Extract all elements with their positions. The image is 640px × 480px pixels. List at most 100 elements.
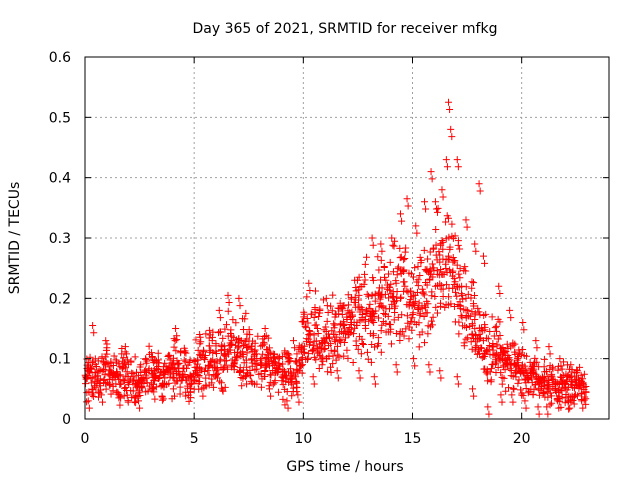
data-point bbox=[390, 242, 398, 250]
data-point bbox=[366, 300, 374, 308]
data-point bbox=[454, 380, 462, 388]
data-point bbox=[369, 317, 377, 325]
data-point bbox=[149, 384, 157, 392]
data-point bbox=[458, 313, 466, 321]
data-point bbox=[556, 355, 564, 363]
data-point bbox=[530, 368, 538, 376]
data-point bbox=[423, 281, 431, 289]
data-point bbox=[554, 366, 562, 374]
data-point bbox=[229, 316, 237, 324]
data-point bbox=[393, 368, 401, 376]
data-points bbox=[81, 98, 590, 418]
data-point bbox=[502, 387, 510, 395]
data-point bbox=[536, 391, 544, 399]
data-point bbox=[554, 379, 562, 387]
data-point bbox=[194, 360, 202, 368]
data-point bbox=[558, 393, 566, 401]
data-point bbox=[558, 365, 566, 373]
data-point bbox=[143, 357, 151, 365]
data-point bbox=[128, 393, 136, 401]
data-point bbox=[266, 371, 274, 379]
data-point bbox=[416, 271, 424, 279]
data-point bbox=[447, 125, 455, 133]
data-point bbox=[377, 240, 385, 248]
data-point bbox=[245, 326, 253, 334]
data-point bbox=[518, 391, 526, 399]
data-point bbox=[108, 376, 116, 384]
data-point bbox=[194, 380, 202, 388]
data-point bbox=[324, 309, 332, 317]
data-point bbox=[279, 368, 287, 376]
data-point bbox=[211, 364, 219, 372]
data-point bbox=[349, 359, 357, 367]
data-point bbox=[123, 368, 131, 376]
data-point bbox=[152, 383, 160, 391]
data-point bbox=[548, 399, 556, 407]
data-point bbox=[440, 270, 448, 278]
data-point bbox=[121, 343, 129, 351]
data-point bbox=[215, 306, 223, 314]
data-point bbox=[490, 332, 498, 340]
data-point bbox=[173, 377, 181, 385]
data-point bbox=[90, 329, 98, 337]
data-point bbox=[142, 375, 150, 383]
data-point bbox=[200, 353, 208, 361]
data-point bbox=[327, 347, 335, 355]
data-point bbox=[427, 317, 435, 325]
data-point bbox=[196, 331, 204, 339]
data-point bbox=[371, 297, 379, 305]
data-point bbox=[343, 313, 351, 321]
data-point bbox=[159, 395, 167, 403]
data-point bbox=[150, 357, 158, 365]
data-point bbox=[462, 216, 470, 224]
data-point bbox=[293, 350, 301, 358]
data-point bbox=[228, 340, 236, 348]
data-point bbox=[300, 308, 308, 316]
data-point bbox=[460, 306, 468, 314]
data-point bbox=[539, 390, 547, 398]
data-point bbox=[453, 373, 461, 381]
data-point bbox=[222, 357, 230, 365]
data-point bbox=[116, 371, 124, 379]
data-point bbox=[544, 393, 552, 401]
data-point bbox=[519, 367, 527, 375]
data-point bbox=[507, 367, 515, 375]
data-point bbox=[424, 255, 432, 263]
chart-title: Day 365 of 2021, SRMTID for receiver mfk… bbox=[193, 21, 498, 37]
data-point bbox=[404, 202, 412, 210]
data-point bbox=[122, 350, 130, 358]
data-point bbox=[468, 345, 476, 353]
data-point bbox=[303, 293, 311, 301]
data-point bbox=[448, 133, 456, 141]
data-point bbox=[426, 276, 434, 284]
data-point bbox=[283, 388, 291, 396]
data-point bbox=[323, 317, 331, 325]
data-point bbox=[243, 349, 251, 357]
data-point bbox=[482, 347, 490, 355]
data-point bbox=[498, 398, 506, 406]
data-point bbox=[418, 328, 426, 336]
data-point bbox=[216, 314, 224, 322]
data-point bbox=[520, 326, 528, 334]
data-point bbox=[291, 344, 299, 352]
data-point bbox=[344, 291, 352, 299]
data-point bbox=[493, 350, 501, 358]
data-point bbox=[437, 266, 445, 274]
data-point bbox=[529, 369, 537, 377]
data-point bbox=[437, 299, 445, 307]
data-point bbox=[421, 198, 429, 206]
data-point bbox=[339, 330, 347, 338]
data-point bbox=[275, 361, 283, 369]
data-point bbox=[327, 302, 335, 310]
data-point bbox=[579, 379, 587, 387]
data-point bbox=[124, 356, 132, 364]
data-point bbox=[172, 325, 180, 332]
data-point bbox=[309, 341, 317, 349]
data-point bbox=[455, 318, 463, 326]
data-point bbox=[454, 163, 462, 171]
data-point bbox=[142, 355, 150, 363]
data-point bbox=[419, 289, 427, 297]
data-point bbox=[400, 266, 408, 274]
data-point bbox=[400, 278, 408, 286]
